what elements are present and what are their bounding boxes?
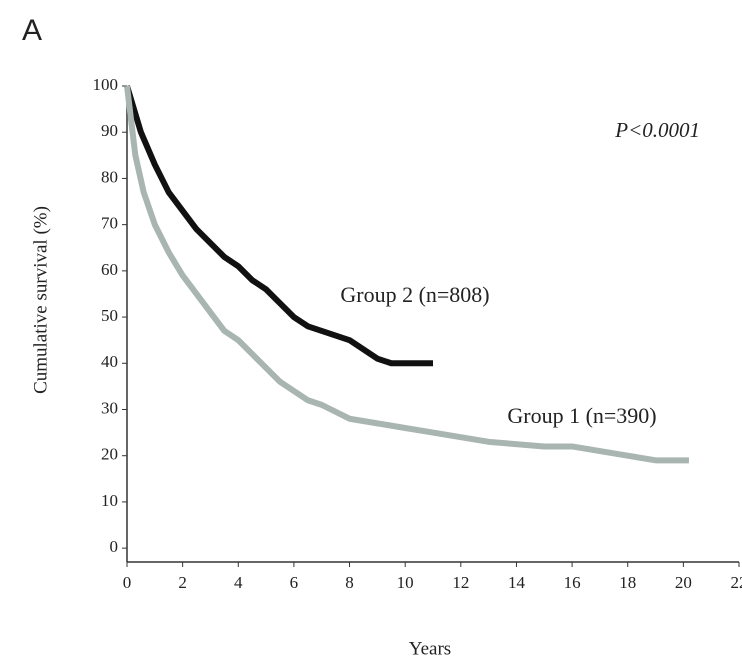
y-tick-label: 50	[101, 306, 118, 325]
y-tick-label: 20	[101, 445, 118, 464]
y-tick-label: 100	[93, 75, 119, 94]
survival-curve	[124, 85, 689, 464]
panel-label: A	[22, 14, 42, 47]
y-axis-title: Cumulative survival (%)	[30, 206, 51, 394]
y-tick-label: 60	[101, 260, 118, 279]
x-tick-label: 8	[345, 573, 354, 592]
x-tick-label: 12	[452, 573, 469, 592]
p-value: P<0.0001	[614, 118, 700, 142]
x-tick-label: 20	[675, 573, 692, 592]
y-tick-label: 80	[101, 167, 118, 186]
x-tick-label: 10	[397, 573, 414, 592]
y-tick-label: 30	[101, 398, 118, 417]
series-label: Group 2 (n=808)	[340, 282, 489, 307]
y-tick-label: 0	[110, 537, 119, 556]
x-axis-title: Years	[409, 638, 451, 659]
series-label: Group 1 (n=390)	[507, 403, 656, 428]
x-tick-label: 0	[123, 573, 132, 592]
x-tick-label: 14	[508, 573, 526, 592]
x-tick-label: 16	[564, 573, 581, 592]
y-tick-label: 10	[101, 491, 118, 510]
x-tick-label: 18	[619, 573, 636, 592]
y-tick-label: 40	[101, 352, 118, 371]
x-tick-label: 6	[290, 573, 299, 592]
x-tick-label: 22	[731, 573, 742, 592]
y-tick-label: 70	[101, 214, 118, 233]
y-tick-label: 90	[101, 121, 118, 140]
x-tick-label: 4	[234, 573, 243, 592]
x-tick-label: 2	[178, 573, 187, 592]
survival-curve	[124, 85, 433, 367]
